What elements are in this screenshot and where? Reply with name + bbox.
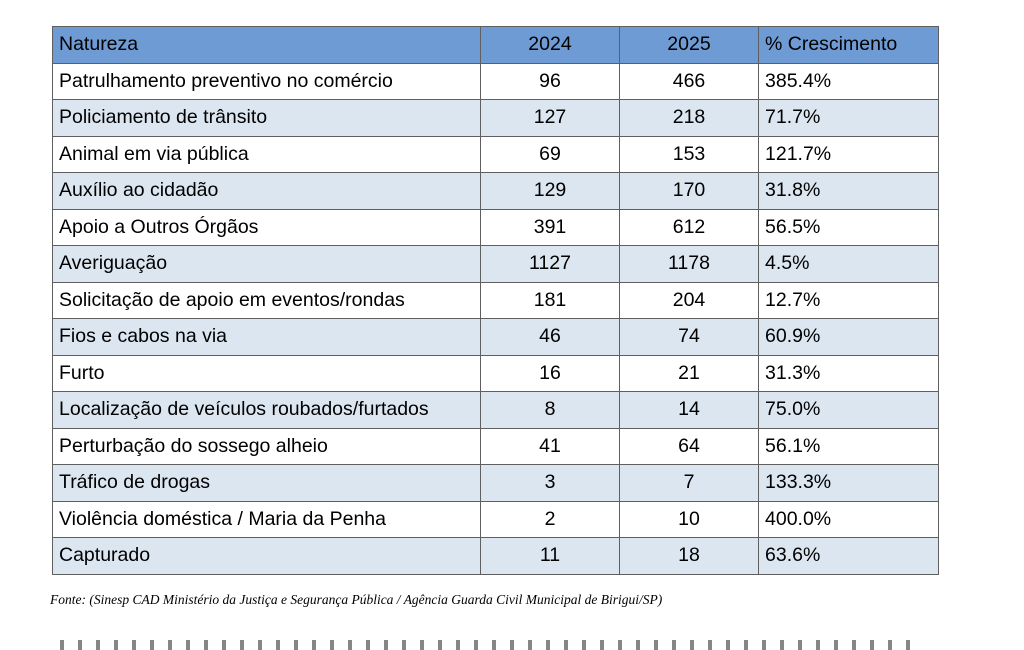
- cell-2025: 64: [619, 427, 759, 465]
- cell-2024: 69: [480, 135, 620, 173]
- cell-natureza: Perturbação do sossego alheio: [52, 427, 481, 465]
- cell-crescimento: 12.7%: [758, 281, 939, 319]
- cell-2025: 170: [619, 172, 759, 210]
- cell-crescimento: 385.4%: [758, 62, 939, 100]
- cell-natureza: Auxílio ao cidadão: [52, 172, 481, 210]
- cell-2025: 466: [619, 62, 759, 100]
- cell-2025: 7: [619, 464, 759, 502]
- cell-2025: 74: [619, 318, 759, 356]
- cell-crescimento: 31.3%: [758, 354, 939, 392]
- cut-off-text-line: [60, 640, 920, 650]
- header-row: Natureza 2024 2025 % Crescimento: [52, 26, 939, 64]
- table-row: Apoio a Outros Órgãos 391 612 56.5%: [52, 208, 939, 246]
- cell-crescimento: 75.0%: [758, 391, 939, 429]
- cell-2025: 204: [619, 281, 759, 319]
- cell-2025: 153: [619, 135, 759, 173]
- cell-crescimento: 133.3%: [758, 464, 939, 502]
- cell-2024: 129: [480, 172, 620, 210]
- cell-natureza: Averiguação: [52, 245, 481, 283]
- cell-2025: 1178: [619, 245, 759, 283]
- cell-crescimento: 121.7%: [758, 135, 939, 173]
- header-natureza: Natureza: [52, 26, 481, 64]
- cell-2024: 96: [480, 62, 620, 100]
- cell-natureza: Animal em via pública: [52, 135, 481, 173]
- table-row: Localização de veículos roubados/furtado…: [52, 391, 939, 429]
- cell-2024: 8: [480, 391, 620, 429]
- ocorrencias-table: Natureza 2024 2025 % Crescimento Patrulh…: [52, 26, 939, 575]
- cell-2024: 127: [480, 99, 620, 137]
- cell-2025: 14: [619, 391, 759, 429]
- cell-natureza: Furto: [52, 354, 481, 392]
- cell-2025: 21: [619, 354, 759, 392]
- cell-natureza: Solicitação de apoio em eventos/rondas: [52, 281, 481, 319]
- header-2024: 2024: [480, 26, 620, 64]
- cell-2025: 10: [619, 500, 759, 538]
- cell-crescimento: 400.0%: [758, 500, 939, 538]
- table-row: Capturado 11 18 63.6%: [52, 537, 939, 575]
- cell-2024: 391: [480, 208, 620, 246]
- table-row: Furto 16 21 31.3%: [52, 354, 939, 392]
- table-row: Animal em via pública 69 153 121.7%: [52, 135, 939, 173]
- cell-2025: 612: [619, 208, 759, 246]
- table-body: Patrulhamento preventivo no comércio 96 46…: [52, 62, 939, 575]
- cell-crescimento: 71.7%: [758, 99, 939, 137]
- cell-2024: 46: [480, 318, 620, 356]
- header-2025: 2025: [619, 26, 759, 64]
- cell-2025: 18: [619, 537, 759, 575]
- table-row: Perturbação do sossego alheio 41 64 56.1%: [52, 427, 939, 465]
- cell-crescimento: 56.5%: [758, 208, 939, 246]
- table-row: Averiguação 1127 1178 4.5%: [52, 245, 939, 283]
- cell-2025: 218: [619, 99, 759, 137]
- cell-crescimento: 63.6%: [758, 537, 939, 575]
- table-row: Solicitação de apoio em eventos/rondas 18…: [52, 281, 939, 319]
- cell-natureza: Patrulhamento preventivo no comércio: [52, 62, 481, 100]
- cell-2024: 2: [480, 500, 620, 538]
- cell-2024: 1127: [480, 245, 620, 283]
- cell-2024: 11: [480, 537, 620, 575]
- cell-natureza: Apoio a Outros Órgãos: [52, 208, 481, 246]
- cell-crescimento: 4.5%: [758, 245, 939, 283]
- table-row: Policiamento de trânsito 127 218 71.7%: [52, 99, 939, 137]
- cell-natureza: Fios e cabos na via: [52, 318, 481, 356]
- cell-2024: 16: [480, 354, 620, 392]
- cell-crescimento: 60.9%: [758, 318, 939, 356]
- table-row: Violência doméstica / Maria da Penha 2 10 4…: [52, 500, 939, 538]
- cell-2024: 3: [480, 464, 620, 502]
- cell-natureza: Policiamento de trânsito: [52, 99, 481, 137]
- table-row: Fios e cabos na via 46 74 60.9%: [52, 318, 939, 356]
- cell-crescimento: 56.1%: [758, 427, 939, 465]
- header-crescimento: % Crescimento: [758, 26, 939, 64]
- cell-2024: 181: [480, 281, 620, 319]
- cell-crescimento: 31.8%: [758, 172, 939, 210]
- table-row: Patrulhamento preventivo no comércio 96 46…: [52, 62, 939, 100]
- table-row: Tráfico de drogas 3 7 133.3%: [52, 464, 939, 502]
- cell-natureza: Violência doméstica / Maria da Penha: [52, 500, 481, 538]
- cell-natureza: Capturado: [52, 537, 481, 575]
- source-note: Fonte: (Sinesp CAD Ministério da Justiça…: [50, 592, 663, 607]
- table-header: Natureza 2024 2025 % Crescimento: [52, 26, 939, 64]
- cell-2024: 41: [480, 427, 620, 465]
- table-row: Auxílio ao cidadão 129 170 31.8%: [52, 172, 939, 210]
- cell-natureza: Tráfico de drogas: [52, 464, 481, 502]
- cell-natureza: Localização de veículos roubados/furtado…: [52, 391, 481, 429]
